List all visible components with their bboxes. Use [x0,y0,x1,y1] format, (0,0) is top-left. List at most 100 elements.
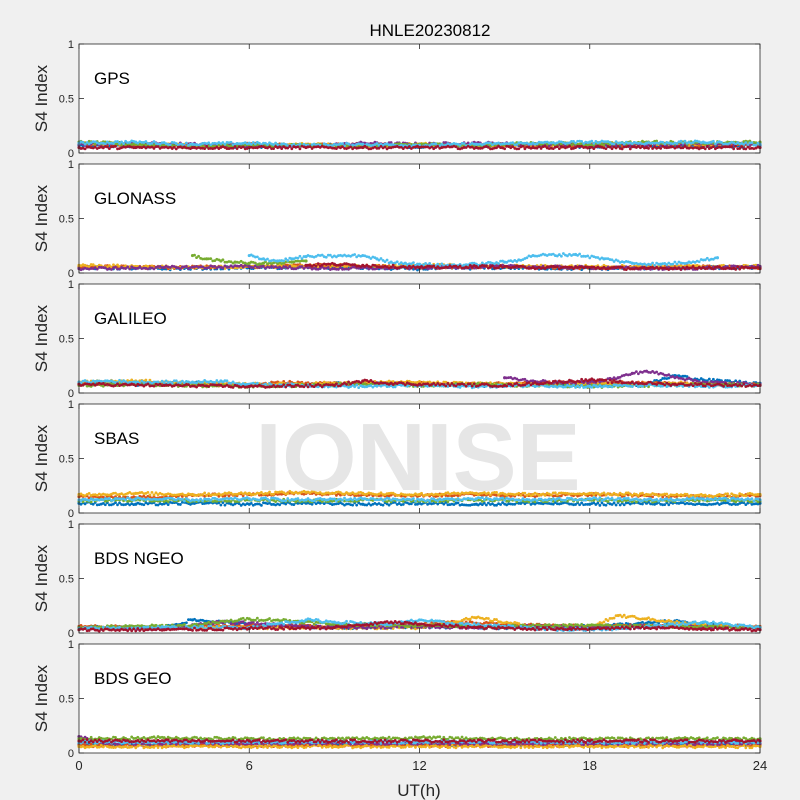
data-point [462,142,466,145]
data-point [734,144,738,148]
data-point [205,145,209,148]
data-point [711,139,715,143]
data-point [557,147,561,151]
data-point [272,147,275,151]
data-point [221,258,225,262]
data-point [341,142,344,146]
data-point [612,142,616,146]
data-point [193,253,196,257]
data-point [458,264,462,268]
data-point [736,265,740,269]
data-point [491,264,494,268]
data-point [298,147,302,151]
data-point [114,265,117,269]
data-point [316,262,320,266]
data-point [620,265,624,269]
data-point [653,263,657,267]
data-point [434,142,438,146]
data-point [203,147,207,151]
data-point [298,142,302,146]
data-point [693,143,697,147]
data-point [681,141,685,145]
data-point [395,260,399,264]
data-point [466,141,470,145]
data-point [711,377,715,381]
data-point [732,147,736,151]
data-point [715,256,720,260]
data-point [503,147,507,151]
data-point [511,141,515,145]
data-point [610,147,614,151]
data-point [466,266,470,270]
data-point [626,144,630,148]
data-point [300,257,304,260]
data-point [288,264,292,268]
data-point [278,145,282,149]
data-point [484,264,488,268]
data-point [616,145,620,148]
panel-label: GLONASS [94,189,176,208]
data-point [128,267,132,271]
data-point [389,265,393,269]
data-point [353,253,357,256]
data-point [286,259,290,262]
data-point [436,144,440,148]
data-point [578,252,582,256]
data-point [280,267,284,270]
data-point [428,262,432,265]
data-point [412,261,415,265]
data-point [314,264,318,268]
data-point [185,141,188,145]
data-point [391,263,395,267]
data-point [126,265,130,269]
data-point [673,260,677,264]
axes-background [79,164,760,273]
data-point [304,259,308,263]
data-point [209,257,213,261]
data-point [229,140,233,144]
data-point [628,147,632,151]
scatter-series-group [77,139,762,151]
panel-label: GPS [94,69,130,88]
data-point [454,145,458,149]
data-point [740,145,744,149]
data-point [521,144,525,148]
data-point [233,145,237,148]
data-point [564,144,567,147]
data-point [255,255,259,259]
data-point [497,262,500,265]
data-point [298,254,302,258]
data-point [405,267,409,270]
data-point [324,255,328,259]
data-point [241,145,245,149]
data-point [671,262,675,266]
data-point [349,145,352,149]
data-point [679,139,683,143]
axes-background [79,284,760,393]
data-point [555,145,559,149]
data-point [647,146,650,150]
y-tick-label: 0.5 [59,214,74,226]
data-point [282,259,286,263]
data-point [750,141,754,145]
data-point [168,143,172,147]
data-point [602,143,606,147]
data-point [221,266,225,270]
data-point [679,143,683,147]
data-point [604,147,608,151]
data-point [296,145,300,149]
data-point [707,377,711,381]
data-point [288,144,292,148]
data-point [697,260,701,264]
data-point [103,142,107,146]
data-point [580,140,584,143]
y-axis-label: S4 Index [32,184,51,252]
data-point [705,145,709,148]
data-point [280,147,284,151]
data-point [559,254,563,258]
data-point [586,254,590,258]
